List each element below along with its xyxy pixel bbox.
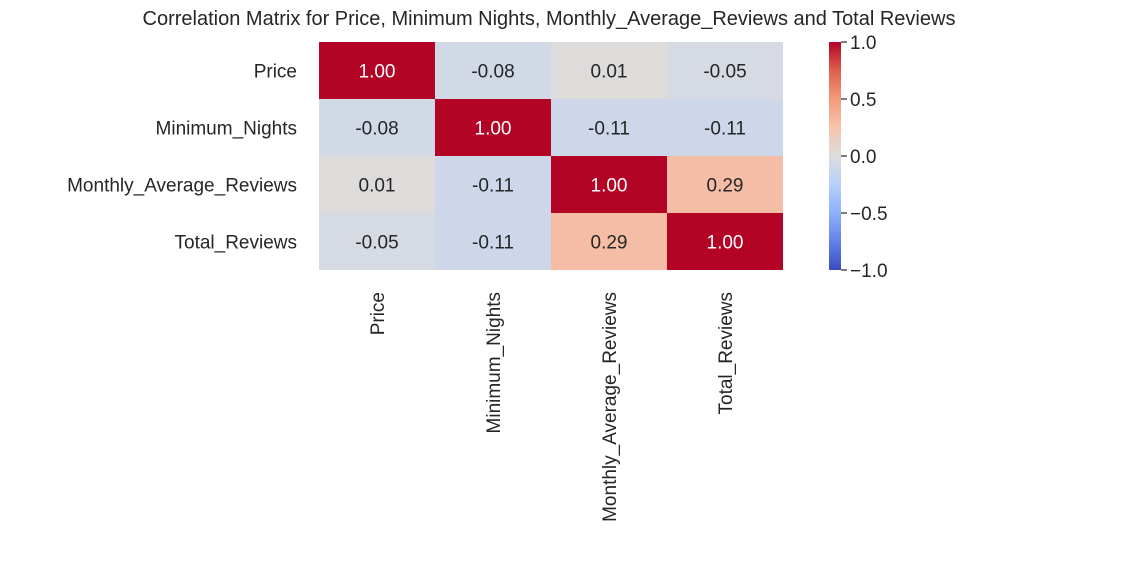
column-label-minimum-nights: Minimum_Nights <box>484 292 505 433</box>
row-labels: Price Minimum_Nights Monthly_Average_Revie… <box>67 62 297 254</box>
row-label-monthly-average-reviews: Monthly_Average_Reviews <box>67 176 297 197</box>
heatmap-cell-monthly-average-reviews-total-reviews <box>667 156 783 213</box>
heatmap-cell-value: 0.29 <box>707 176 744 197</box>
heatmap-cell-minimum-nights-minimum-nights <box>435 99 551 156</box>
chart-title: Correlation Matrix for Price, Minimum Ni… <box>142 8 956 30</box>
heatmap-cell-price-price <box>319 42 435 99</box>
row-label-minimum-nights: Minimum_Nights <box>156 119 297 140</box>
heatmap-cell-value: -0.05 <box>703 62 746 83</box>
row-label-total-reviews: Total_Reviews <box>175 233 298 254</box>
heatmap-cell-total-reviews-total-reviews <box>667 213 783 270</box>
colorbar-gradient <box>829 42 841 270</box>
heatmap-cell-minimum-nights-total-reviews <box>667 99 783 156</box>
heatmap-cell-price-monthly-average-reviews <box>551 42 667 99</box>
row-label-price: Price <box>254 62 297 83</box>
heatmap-cell-value: -0.11 <box>472 233 514 254</box>
heatmap-cell-minimum-nights-price <box>319 99 435 156</box>
colorbar-tick-label: 0.5 <box>850 90 876 111</box>
heatmap-cell-minimum-nights-monthly-average-reviews <box>551 99 667 156</box>
heatmap-cell-value: 0.01 <box>359 176 396 197</box>
heatmap-cell-value: -0.05 <box>355 233 398 254</box>
heatmap-cells: 1.00 -0.08 0.01 -0.05 -0.08 1.00 -0.11 -0.11 0.0… <box>319 42 783 270</box>
heatmap-cell-value: -0.11 <box>472 176 514 197</box>
heatmap-cell-total-reviews-minimum-nights <box>435 213 551 270</box>
heatmap-cell-value: 1.00 <box>359 62 396 83</box>
colorbar-tick-label: 0.0 <box>850 147 876 168</box>
column-label-monthly-average-reviews: Monthly_Average_Reviews <box>600 292 621 522</box>
heatmap-cell-value: -0.08 <box>471 62 514 83</box>
heatmap-cell-monthly-average-reviews-minimum-nights <box>435 156 551 213</box>
heatmap-cell-value: 1.00 <box>591 176 628 197</box>
heatmap-cell-value: 1.00 <box>707 233 744 254</box>
colorbar: 1.0 0.5 0.0 −0.5 −1.0 <box>829 33 888 282</box>
heatmap-cell-value: -0.11 <box>588 119 630 140</box>
heatmap-cell-value: 0.29 <box>591 233 628 254</box>
heatmap-cell-monthly-average-reviews-monthly-average-reviews <box>551 156 667 213</box>
heatmap-cell-total-reviews-monthly-average-reviews <box>551 213 667 270</box>
heatmap-cell-price-total-reviews <box>667 42 783 99</box>
column-label-total-reviews: Total_Reviews <box>716 292 737 415</box>
heatmap-cell-value: 1.00 <box>475 119 512 140</box>
heatmap-cell-value: 0.01 <box>591 62 628 83</box>
heatmap-cell-price-minimum-nights <box>435 42 551 99</box>
heatmap-cell-monthly-average-reviews-price <box>319 156 435 213</box>
heatmap-cell-value: -0.08 <box>355 119 398 140</box>
column-labels: Price Minimum_Nights Monthly_Average_Revie… <box>368 292 737 522</box>
colorbar-tick-label: −0.5 <box>850 204 888 225</box>
heatmap-cell-total-reviews-price <box>319 213 435 270</box>
colorbar-tick-label: 1.0 <box>850 33 876 54</box>
column-label-price: Price <box>368 292 389 335</box>
heatmap-cell-value: -0.11 <box>704 119 746 140</box>
colorbar-tick-label: −1.0 <box>850 261 888 282</box>
